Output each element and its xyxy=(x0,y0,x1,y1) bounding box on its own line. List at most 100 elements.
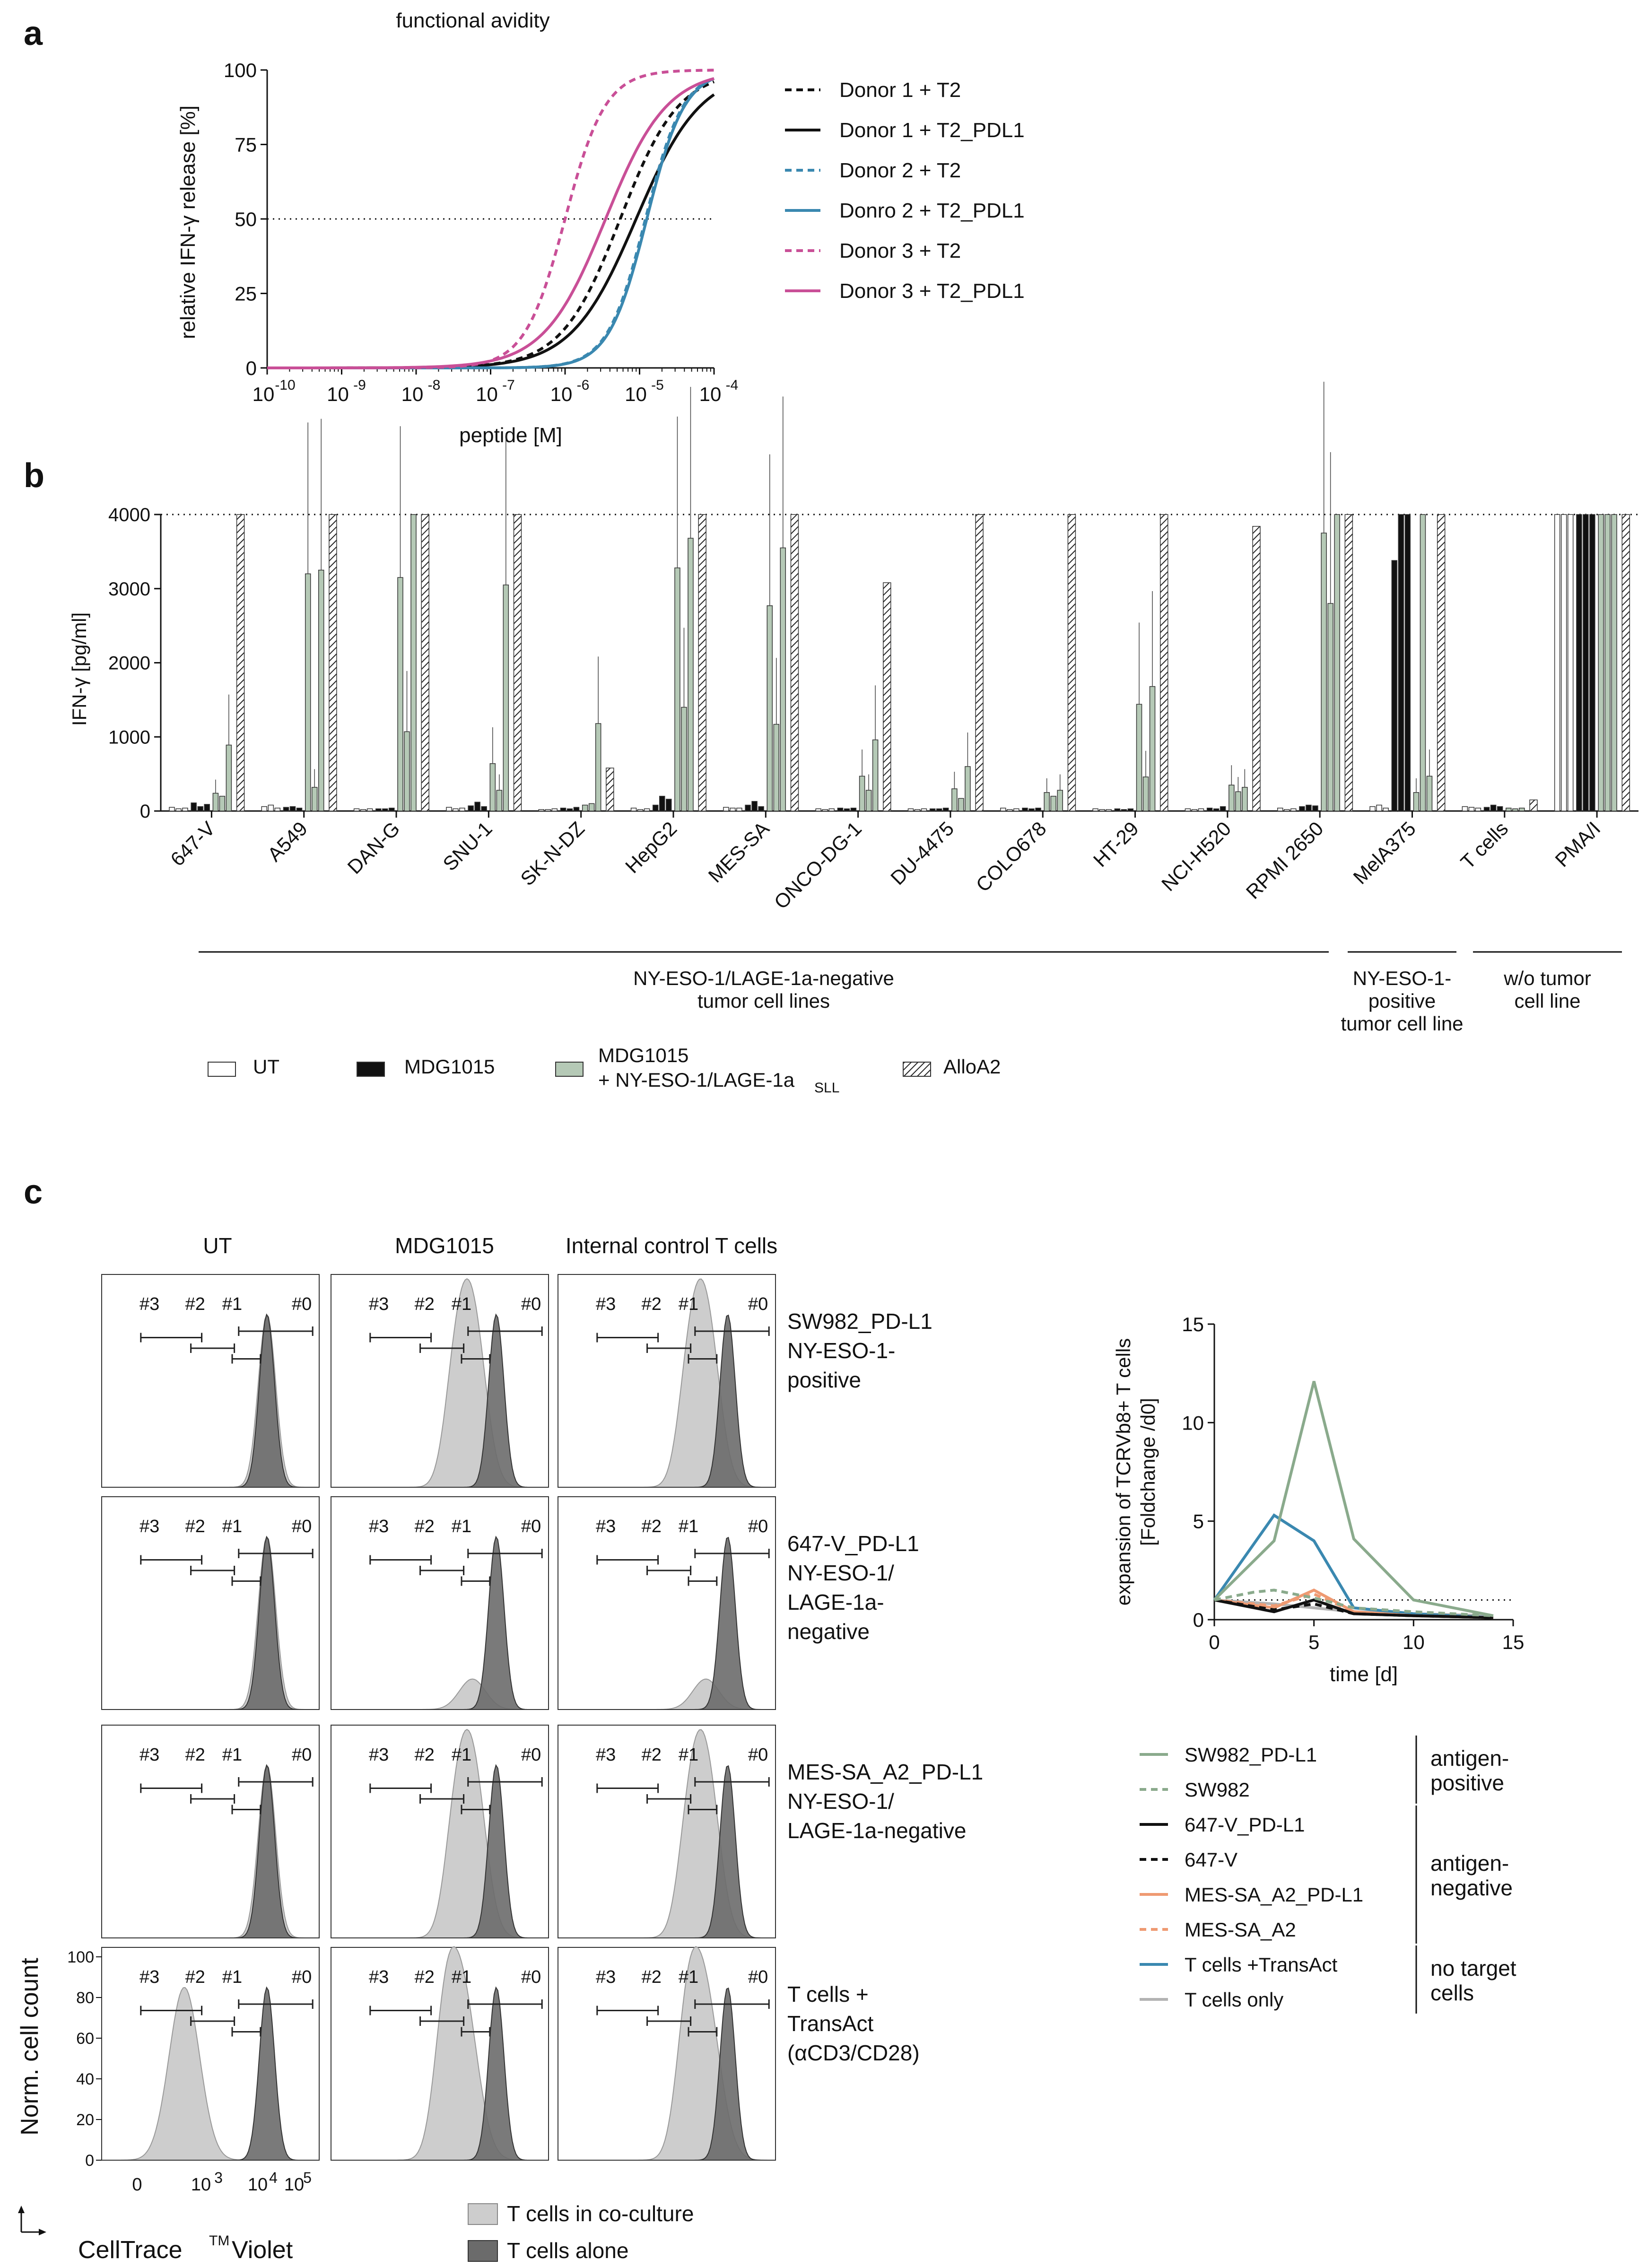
bar xyxy=(1114,808,1121,811)
bar xyxy=(1376,804,1382,811)
chart-b-category-label: NCI-H520 xyxy=(1157,817,1235,895)
bar xyxy=(1022,807,1028,811)
chart-b-categories: 647-V A549 DAN-G SNU-1 SK-N-DZ HepG2 MES-SAONC… xyxy=(166,811,1604,913)
histogram-x-tick-label: 0 xyxy=(132,2175,142,2195)
bar xyxy=(468,805,474,811)
gate-label: #1 xyxy=(679,1745,698,1765)
gate-label: #0 xyxy=(292,1967,312,1987)
histogram-alone xyxy=(558,1314,776,1488)
gate-label: #0 xyxy=(292,1745,312,1765)
bar xyxy=(1506,807,1512,811)
bar xyxy=(1567,514,1574,811)
panel-c: c UT MDG1015 Internal control T cells #3 #2 #… xyxy=(16,1173,1524,2264)
histogram-alone xyxy=(102,1535,319,1710)
gate-label: #1 xyxy=(222,1294,242,1314)
chart-b-group-label: cell line xyxy=(1514,990,1580,1012)
bar xyxy=(681,707,687,811)
bar xyxy=(837,807,844,811)
histogram-panel xyxy=(558,1496,776,1710)
bar xyxy=(1497,806,1503,811)
chart-a-x-tick-label: 10 xyxy=(327,383,349,405)
bar xyxy=(1383,807,1389,811)
bar xyxy=(219,795,226,811)
chart-a-y-tick-label: 100 xyxy=(224,59,257,81)
gate-label: #2 xyxy=(415,1294,435,1314)
chart-a-series-line xyxy=(267,77,715,369)
bar xyxy=(289,806,296,811)
gate-label: #2 xyxy=(642,1745,662,1765)
chart-c-x-tick-label: 10 xyxy=(1403,1631,1425,1653)
histogram-y-tick-label: 40 xyxy=(76,2070,94,2088)
histogram-row-label: MES-SA_A2_PD-L1 xyxy=(787,1760,983,1784)
chart-a-legend-label: Donor 3 + T2 xyxy=(839,239,961,262)
histogram-alone xyxy=(558,1987,776,2161)
bar xyxy=(1198,808,1204,811)
histogram-column-header: Internal control T cells xyxy=(566,1233,777,1258)
histogram-alone xyxy=(558,1536,776,1710)
legend-label-mdg1015-peptide-line2: + NY-ESO-1/LAGE-1a xyxy=(598,1069,795,1091)
bar xyxy=(1028,808,1035,811)
bar xyxy=(489,763,496,811)
bar xyxy=(1007,809,1013,811)
bar xyxy=(767,605,773,811)
bar xyxy=(212,793,219,811)
chart-b-category-label: A549 xyxy=(263,817,312,866)
legend-label-mdg1015: MDG1015 xyxy=(404,1055,495,1078)
chart-b-y-tick-label: 1000 xyxy=(108,727,150,748)
chart-c-legend-group-label: negative xyxy=(1430,1875,1513,1900)
chart-a-series-line xyxy=(267,93,715,369)
bar xyxy=(1598,514,1604,811)
bar xyxy=(1035,807,1041,811)
bar xyxy=(182,807,188,811)
bar xyxy=(1589,514,1595,811)
bar xyxy=(404,731,410,811)
histogram-column-header: MDG1015 xyxy=(395,1233,494,1258)
chart-a-y-tick-label: 25 xyxy=(235,283,257,305)
bar xyxy=(644,808,650,811)
chart-c-legend-label: SW982 xyxy=(1185,1779,1250,1801)
bar xyxy=(758,806,764,811)
chart-c-series-line xyxy=(1214,1588,1494,1617)
gate-label: #2 xyxy=(642,1967,662,1987)
chart-b-group-label: NY-ESO-1- xyxy=(1353,967,1452,989)
bar xyxy=(844,808,850,811)
chart-a-x-tick-label: 10 xyxy=(401,383,424,405)
gate-label: #1 xyxy=(452,1745,471,1765)
chart-a-x-tick-label: 10 xyxy=(625,383,647,405)
bar xyxy=(283,807,289,811)
chart-c-legend-label: MES-SA_A2 xyxy=(1185,1919,1296,1941)
bar xyxy=(1136,704,1142,811)
bar xyxy=(1229,785,1235,811)
bar xyxy=(226,744,232,811)
legend-label-subscript: SLL xyxy=(814,1080,839,1096)
bar xyxy=(1327,603,1333,811)
gate-label: #2 xyxy=(185,1967,205,1987)
bar xyxy=(446,807,452,811)
chart-b-category-label: HepG2 xyxy=(621,817,681,877)
chart-c-y-tick-label: 5 xyxy=(1193,1510,1204,1533)
histogram-alone xyxy=(102,1313,319,1488)
chart-a-legend-label: Donor 1 + T2_PDL1 xyxy=(839,119,1025,142)
bar xyxy=(1127,808,1134,811)
histogram-x-tick-label: 10 xyxy=(191,2175,211,2195)
bar xyxy=(723,807,729,811)
chart-b-category-label: RPMI 2650 xyxy=(1242,817,1328,903)
gate-label: #3 xyxy=(596,1294,616,1314)
gate-label: #1 xyxy=(679,1294,698,1314)
chart-b-category-label: HT-29 xyxy=(1089,817,1143,871)
chart-c-series-line xyxy=(1213,1381,1494,1617)
bar xyxy=(496,790,503,811)
chart-c-legend-label: 647-V xyxy=(1185,1849,1237,1871)
bar xyxy=(1277,807,1283,811)
chart-c-legend-label: SW982_PD-L1 xyxy=(1185,1744,1317,1766)
gate-label: #0 xyxy=(521,1294,541,1314)
chart-c-ylabel: expansion of TCRVb8+ T cells xyxy=(1112,1338,1134,1605)
chart-c-legend-group-label: no target xyxy=(1430,1956,1516,1980)
bar xyxy=(828,808,835,811)
bar xyxy=(366,808,373,811)
panel-b: b IFN-γ [pg/ml] 0 1000 2000 3000 4000 647-V A… xyxy=(24,382,1638,1096)
chart-c-legend-group-label: positive xyxy=(1430,1771,1504,1795)
bar xyxy=(688,538,694,811)
bar xyxy=(545,809,551,811)
